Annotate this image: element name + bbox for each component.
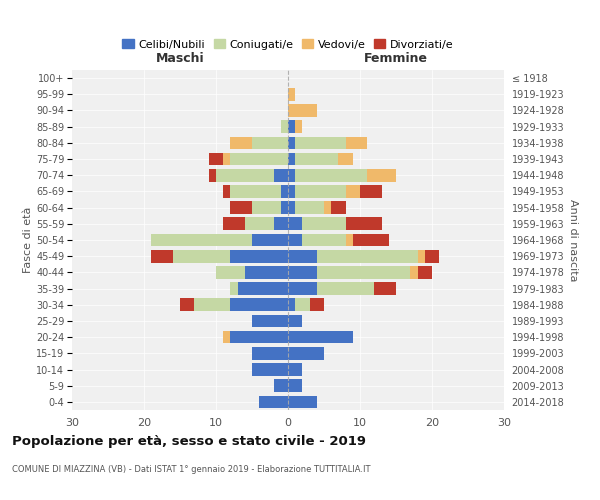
Bar — [288, 331, 353, 344]
Bar — [288, 104, 317, 117]
Bar — [295, 185, 346, 198]
Bar — [295, 169, 367, 181]
Bar — [346, 185, 360, 198]
Bar — [346, 218, 382, 230]
Bar — [252, 234, 288, 246]
Bar — [295, 202, 324, 214]
Bar — [230, 250, 288, 262]
Bar — [151, 250, 173, 262]
Bar — [245, 218, 274, 230]
Bar — [288, 234, 302, 246]
Bar — [310, 298, 324, 311]
Bar — [288, 218, 302, 230]
Bar — [209, 152, 223, 166]
Text: COMUNE DI MIAZZINA (VB) - Dati ISTAT 1° gennaio 2019 - Elaborazione TUTTITALIA.I: COMUNE DI MIAZZINA (VB) - Dati ISTAT 1° … — [12, 465, 371, 474]
Bar — [223, 152, 230, 166]
Bar — [223, 331, 230, 344]
Bar — [288, 347, 324, 360]
Bar — [194, 298, 230, 311]
Bar — [288, 298, 295, 311]
Bar — [230, 282, 238, 295]
Bar — [252, 202, 281, 214]
Bar — [288, 266, 317, 278]
Bar — [346, 234, 353, 246]
Text: Popolazione per età, sesso e stato civile - 2019: Popolazione per età, sesso e stato civil… — [12, 435, 366, 448]
Bar — [288, 396, 317, 408]
Bar — [418, 266, 432, 278]
Bar — [302, 218, 346, 230]
Bar — [324, 202, 331, 214]
Bar — [223, 218, 245, 230]
Bar — [374, 282, 396, 295]
Bar — [338, 152, 353, 166]
Bar — [252, 136, 288, 149]
Bar — [295, 298, 310, 311]
Bar — [252, 347, 288, 360]
Bar — [281, 202, 288, 214]
Bar — [346, 136, 367, 149]
Bar — [230, 331, 288, 344]
Bar — [288, 314, 302, 328]
Bar — [425, 250, 439, 262]
Bar — [281, 185, 288, 198]
Y-axis label: Fasce di età: Fasce di età — [23, 207, 33, 273]
Bar — [288, 250, 317, 262]
Bar — [288, 363, 302, 376]
Bar — [295, 120, 302, 133]
Legend: Celibi/Nubili, Coniugati/e, Vedovi/e, Divorziati/e: Celibi/Nubili, Coniugati/e, Vedovi/e, Di… — [118, 35, 458, 54]
Bar — [151, 234, 252, 246]
Bar — [173, 250, 230, 262]
Bar — [302, 234, 346, 246]
Bar — [288, 88, 295, 101]
Bar — [288, 202, 295, 214]
Bar — [367, 169, 396, 181]
Bar — [223, 185, 230, 198]
Bar — [274, 218, 288, 230]
Bar — [360, 185, 382, 198]
Bar — [288, 120, 295, 133]
Bar — [216, 169, 274, 181]
Bar — [295, 136, 346, 149]
Bar — [245, 266, 288, 278]
Bar — [274, 380, 288, 392]
Text: Femmine: Femmine — [364, 52, 428, 65]
Bar — [331, 202, 346, 214]
Bar — [418, 250, 425, 262]
Bar — [230, 136, 252, 149]
Bar — [288, 169, 295, 181]
Bar — [238, 282, 288, 295]
Bar — [252, 314, 288, 328]
Bar — [230, 152, 288, 166]
Bar — [216, 266, 245, 278]
Bar — [180, 298, 194, 311]
Bar — [259, 396, 288, 408]
Text: Maschi: Maschi — [155, 52, 205, 65]
Bar — [209, 169, 216, 181]
Bar — [288, 185, 295, 198]
Bar — [252, 363, 288, 376]
Bar — [317, 250, 418, 262]
Bar — [295, 152, 338, 166]
Bar — [230, 185, 281, 198]
Bar — [288, 380, 302, 392]
Bar — [317, 266, 410, 278]
Bar — [230, 298, 288, 311]
Bar — [288, 282, 317, 295]
Bar — [230, 202, 252, 214]
Bar — [274, 169, 288, 181]
Bar — [410, 266, 418, 278]
Bar — [288, 136, 295, 149]
Bar — [281, 120, 288, 133]
Bar — [317, 282, 374, 295]
Y-axis label: Anni di nascita: Anni di nascita — [568, 198, 578, 281]
Bar — [353, 234, 389, 246]
Bar — [288, 152, 295, 166]
